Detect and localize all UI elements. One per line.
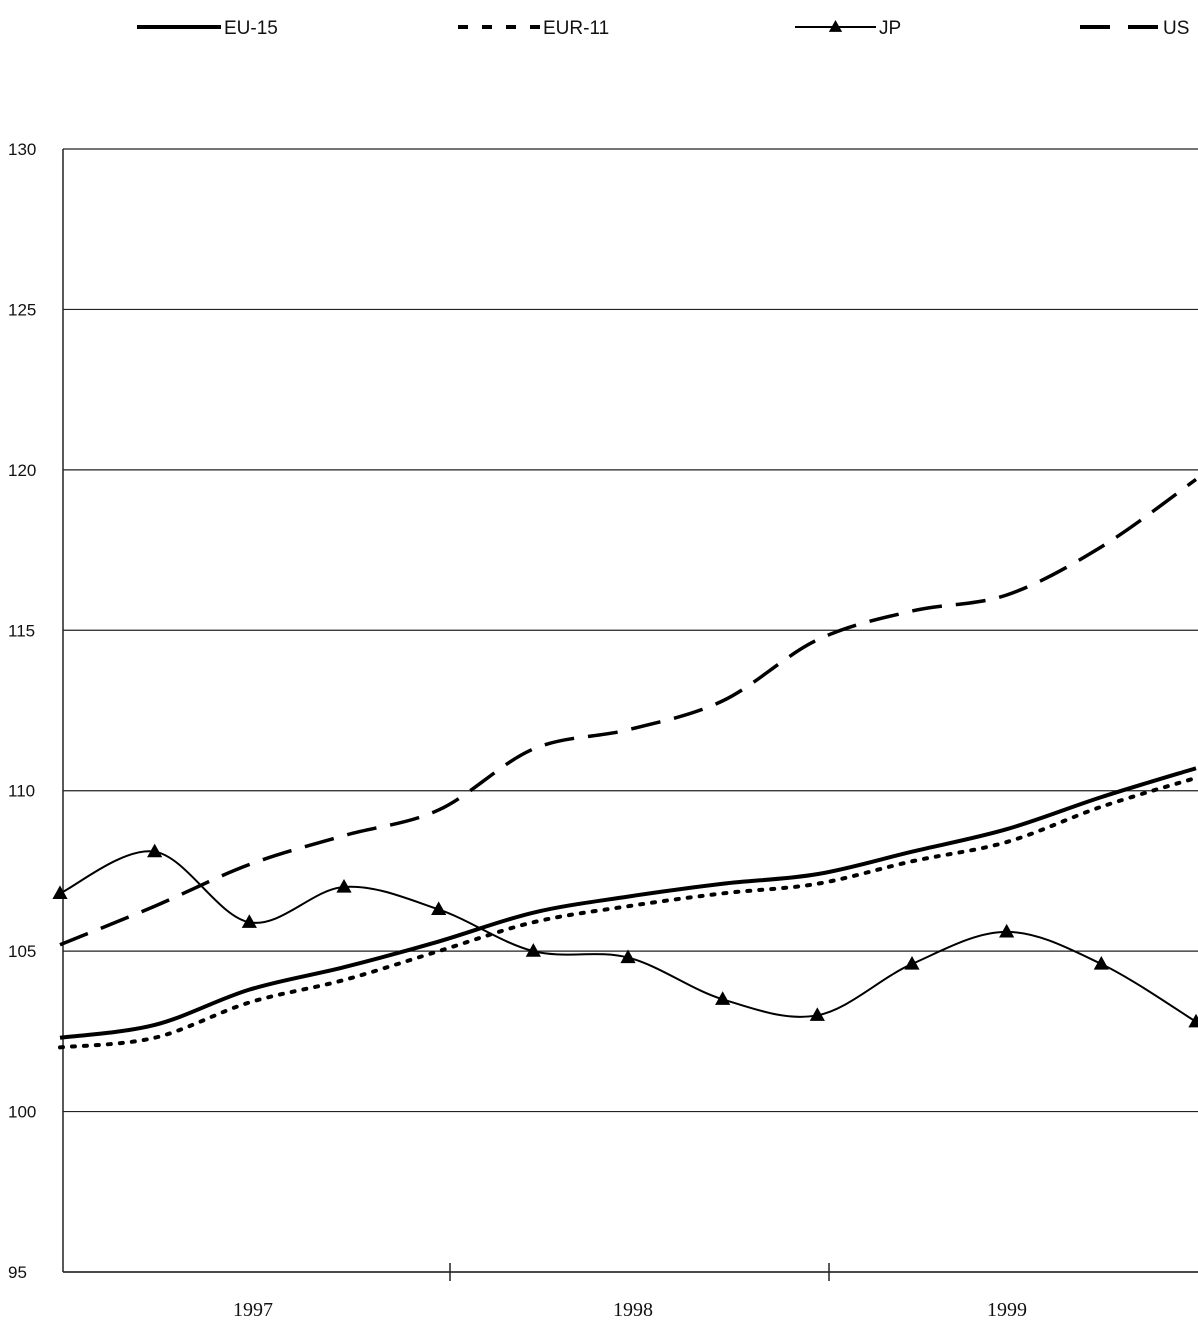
series-layer bbox=[52, 479, 1198, 1047]
legend-item-eur-11: EUR-11 bbox=[458, 18, 609, 39]
legend-label-us: US bbox=[1163, 18, 1189, 39]
gridlines bbox=[63, 149, 1198, 1272]
series-eu-15 bbox=[60, 768, 1196, 1038]
data-point-jp-0 bbox=[52, 885, 67, 899]
series-line-eu-15 bbox=[60, 768, 1196, 1038]
y-tick-label-125: 125 bbox=[8, 300, 36, 319]
legend-item-jp: JP bbox=[795, 18, 901, 39]
legend-label-eu-15: EU-15 bbox=[224, 18, 278, 39]
data-point-jp-10 bbox=[999, 924, 1014, 938]
y-tick-label-130: 130 bbox=[8, 140, 36, 159]
legend-item-eu-15: EU-15 bbox=[137, 18, 278, 39]
axes: 95 100 105 110 115 120 125 130 1997 1998 1999 bbox=[8, 140, 1198, 1321]
y-tick-label-100: 100 bbox=[8, 1103, 36, 1122]
y-tick-label-115: 115 bbox=[8, 621, 35, 640]
data-point-jp-12 bbox=[1188, 1014, 1198, 1028]
legend-label-jp: JP bbox=[879, 18, 901, 39]
y-tick-label-105: 105 bbox=[8, 942, 36, 961]
y-tick-label-120: 120 bbox=[8, 461, 36, 480]
y-tick-label-110: 110 bbox=[8, 782, 35, 801]
x-tick-label-1999: 1999 bbox=[987, 1299, 1027, 1321]
data-point-jp-11 bbox=[1094, 956, 1109, 970]
legend-item-us: US bbox=[1080, 18, 1189, 39]
legend-label-eur-11: EUR-11 bbox=[543, 18, 609, 39]
series-us bbox=[60, 479, 1196, 944]
data-point-jp-9 bbox=[904, 956, 919, 970]
legend: EU-15 EUR-11 JP US bbox=[137, 18, 1189, 39]
legend-marker-jp bbox=[829, 20, 842, 32]
series-line-us bbox=[60, 479, 1196, 944]
x-tick-label-1997: 1997 bbox=[233, 1299, 273, 1321]
x-tick-label-1998: 1998 bbox=[613, 1299, 653, 1321]
y-tick-label-95: 95 bbox=[8, 1263, 27, 1282]
